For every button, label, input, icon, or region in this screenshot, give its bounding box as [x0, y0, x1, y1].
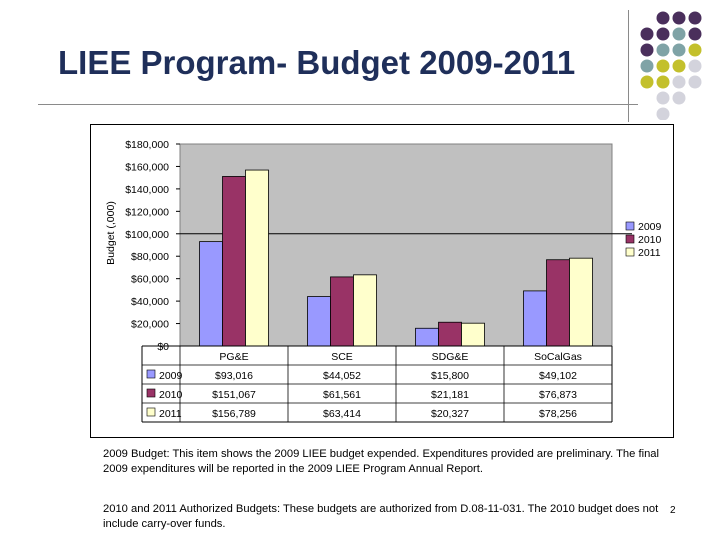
decorative-dot [656, 27, 670, 41]
data-label: $156,789 [212, 408, 256, 420]
decorative-dot [640, 27, 654, 41]
decorative-dot [640, 43, 654, 57]
decorative-dot [656, 11, 670, 25]
bar [415, 327, 439, 347]
table-series-name: 2011 [159, 408, 182, 420]
decorative-dot [672, 43, 686, 57]
decorative-dot [656, 59, 670, 73]
bar [523, 290, 547, 347]
page-number: 2 [670, 505, 676, 516]
legend-swatch [625, 234, 635, 244]
legend-label: 2011 [638, 247, 661, 259]
decorative-dot [672, 27, 686, 41]
decorative-dot [656, 107, 670, 120]
legend-swatch [625, 247, 635, 257]
data-label: $15,800 [431, 370, 469, 382]
bar [438, 321, 462, 347]
data-label: $49,102 [539, 370, 577, 382]
y-tick-label: $80,000 [131, 251, 169, 263]
bar [353, 274, 377, 347]
y-tick-label: $20,000 [131, 319, 169, 331]
category-label: PG&E [219, 351, 248, 363]
table-series-name: 2010 [159, 389, 183, 401]
y-axis-title: Budget (,000) [105, 201, 117, 265]
decorative-dot [656, 75, 670, 89]
decorative-dot [688, 75, 702, 89]
slide-title: LIEE Program- Budget 2009-2011 [58, 44, 576, 81]
y-tick-label: $180,000 [125, 139, 169, 151]
data-label: $151,067 [212, 389, 256, 401]
bar [245, 169, 269, 347]
table-legend-key [146, 388, 156, 398]
note-2009-budget: 2009 Budget: This item shows the 2009 LI… [103, 448, 659, 475]
decorative-dot [688, 27, 702, 41]
legend-label: 2009 [638, 221, 662, 233]
bar [307, 296, 331, 347]
data-label: $21,181 [431, 389, 469, 401]
legend-swatch [625, 221, 635, 231]
budget-chart: $0 $20,000 $40,000 $60,000 $80,000 $100,000 $1… [90, 124, 674, 438]
category-label: SCE [331, 351, 353, 363]
data-label: $44,052 [323, 370, 361, 382]
y-tick-label: $100,000 [125, 229, 169, 241]
note-authorized-budgets: 2010 and 2011 Authorized Budgets: These … [103, 503, 659, 530]
bar [546, 259, 570, 347]
decorative-dot [672, 11, 686, 25]
y-tick-label: $160,000 [125, 161, 169, 173]
bar [222, 176, 246, 347]
decorative-dot [640, 75, 654, 89]
bar [330, 276, 354, 347]
data-label: $93,016 [215, 370, 253, 382]
y-tick-label: $120,000 [125, 206, 169, 218]
decorative-dot [672, 59, 686, 73]
decorative-dot [672, 75, 686, 89]
decorative-vertical-rule [628, 10, 629, 122]
table-legend-key [146, 407, 156, 417]
decorative-dot [688, 11, 702, 25]
bar [569, 257, 593, 347]
data-label: $76,873 [539, 389, 577, 401]
legend-label: 2010 [638, 234, 662, 246]
bar [461, 322, 485, 347]
data-label: $63,414 [323, 408, 361, 420]
category-label: SoCalGas [534, 351, 582, 363]
data-label: $78,256 [539, 408, 577, 420]
y-tick-label: $40,000 [131, 296, 169, 308]
decorative-horizontal-rule [38, 104, 638, 105]
y-tick-label: $0 [157, 341, 169, 353]
decorative-dot-grid [640, 11, 702, 120]
decorative-dot [656, 43, 670, 57]
decorative-dot [656, 91, 670, 105]
y-tick-label: $140,000 [125, 184, 169, 196]
data-label: $61,561 [323, 389, 361, 401]
bar [199, 241, 223, 347]
y-tick-label: $60,000 [131, 274, 169, 286]
decorative-dot [688, 59, 702, 73]
category-label: SDG&E [432, 351, 469, 363]
decorative-dot [640, 59, 654, 73]
decorative-dot [688, 43, 702, 57]
data-label: $20,327 [431, 408, 469, 420]
table-legend-key [146, 369, 156, 379]
decorative-dot [672, 91, 686, 105]
table-series-name: 2009 [159, 370, 183, 382]
